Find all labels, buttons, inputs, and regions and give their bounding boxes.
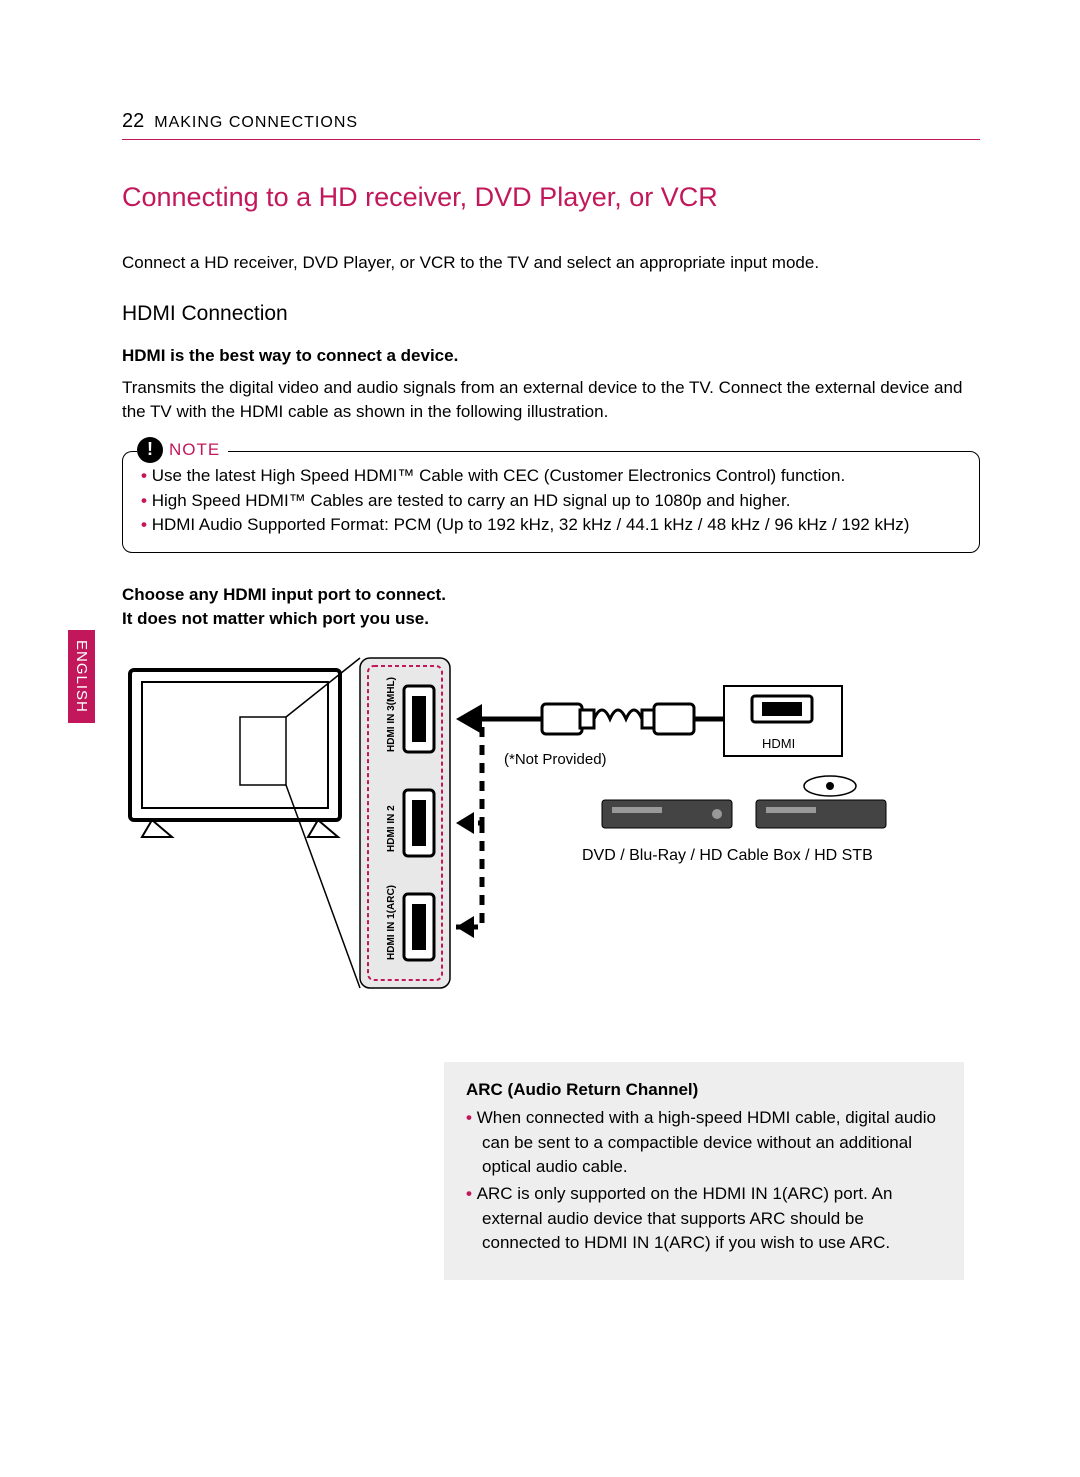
not-provided-label: (*Not Provided) (504, 751, 607, 768)
arc-title: ARC (Audio Return Channel) (466, 1080, 942, 1100)
body-paragraph: Transmits the digital video and audio si… (122, 376, 980, 425)
port-label: HDMI IN 2 (386, 805, 397, 852)
hdmi-panel: HDMI IN 3(MHL) HDMI IN 2 HDMI IN 1(ARC) (360, 658, 450, 988)
note-item: High Speed HDMI™ Cables are tested to ca… (141, 489, 961, 514)
page-content: 22 MAKING CONNECTIONS Connecting to a HD… (0, 0, 1080, 1340)
hdmi-cable-icon (482, 704, 724, 734)
note-box: ! NOTE Use the latest High Speed HDMI™ C… (122, 451, 980, 553)
port-hint: Choose any HDMI input port to connect. I… (122, 583, 980, 632)
note-list: Use the latest High Speed HDMI™ Cable wi… (141, 464, 961, 538)
intro-text: Connect a HD receiver, DVD Player, or VC… (122, 251, 980, 276)
device-port: HDMI (724, 686, 842, 756)
connection-diagram: HDMI IN 3(MHL) HDMI IN 2 HDMI IN 1(ARC) (122, 652, 980, 1002)
port-hint-line: It does not matter which port you use. (122, 609, 429, 628)
tv-icon (130, 658, 360, 988)
bluray-device-icon (756, 776, 886, 828)
arc-item: When connected with a high-speed HDMI ca… (466, 1106, 942, 1180)
device-caption: DVD / Blu-Ray / HD Cable Box / HD STB (582, 847, 873, 864)
arc-list: When connected with a high-speed HDMI ca… (466, 1106, 942, 1256)
note-item: Use the latest High Speed HDMI™ Cable wi… (141, 464, 961, 489)
arrow-icon (456, 704, 482, 734)
note-label: NOTE (169, 440, 220, 460)
arrow-icon (456, 812, 474, 834)
device-port-label: HDMI (762, 736, 795, 751)
port-hint-line: Choose any HDMI input port to connect. (122, 585, 446, 604)
page-number: 22 (122, 110, 144, 133)
port-label: HDMI IN 1(ARC) (386, 885, 397, 960)
page-header: 22 MAKING CONNECTIONS (122, 110, 980, 140)
page-title: Connecting to a HD receiver, DVD Player,… (122, 182, 980, 213)
port-label: HDMI IN 3(MHL) (386, 677, 397, 752)
exclamation-icon: ! (137, 437, 163, 463)
dvd-device-icon (602, 800, 732, 828)
note-item: HDMI Audio Supported Format: PCM (Up to … (141, 513, 961, 538)
bold-intro: HDMI is the best way to connect a device… (122, 346, 980, 366)
note-label-wrap: ! NOTE (137, 437, 228, 463)
arc-item: ARC is only supported on the HDMI IN 1(A… (466, 1182, 942, 1256)
running-title: MAKING CONNECTIONS (154, 114, 358, 132)
arc-info-box: ARC (Audio Return Channel) When connecte… (444, 1062, 964, 1280)
sub-heading: HDMI Connection (122, 302, 980, 326)
diagram-svg: HDMI IN 3(MHL) HDMI IN 2 HDMI IN 1(ARC) (122, 652, 980, 992)
arrow-icon (456, 916, 474, 938)
